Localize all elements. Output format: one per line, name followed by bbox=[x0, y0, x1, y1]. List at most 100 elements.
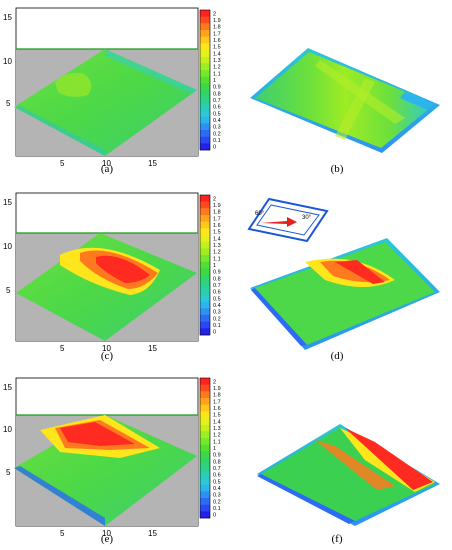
colorbar-swatch bbox=[200, 110, 210, 117]
colorbar-label: 1.8 bbox=[213, 25, 221, 31]
colorbar-label: 1.7 bbox=[213, 216, 221, 222]
colorbar-label: 0.6 bbox=[213, 105, 221, 111]
plot-d bbox=[245, 232, 445, 357]
colorbar-swatch bbox=[200, 261, 210, 269]
colorbar-swatch bbox=[200, 136, 210, 144]
colorbar-1: 2 1.9 1.8 1.7 1.6 1.5 1.4 1.3 1.2 1.1 1 0.9 0.8 0.7 0.… bbox=[199, 8, 235, 158]
field-patch bbox=[96, 255, 150, 283]
colorbar-label: 0.7 bbox=[213, 98, 221, 104]
colorbar-frame bbox=[199, 377, 211, 519]
colorbar-label: 0.9 bbox=[213, 270, 221, 276]
y-tick: 10 bbox=[3, 425, 12, 434]
colorbar-swatch bbox=[200, 301, 210, 309]
y-tick: 15 bbox=[3, 198, 12, 207]
caption-f: (f) bbox=[331, 533, 343, 545]
colorbar-swatch bbox=[200, 248, 210, 256]
colorbar-swatch bbox=[200, 76, 210, 84]
y-tick: 5 bbox=[6, 286, 11, 295]
colorbar-swatch bbox=[200, 215, 210, 222]
colorbar-label: 0.8 bbox=[213, 91, 221, 97]
colorbar-label: 1.3 bbox=[213, 58, 221, 64]
caption-d: (d) bbox=[330, 350, 344, 362]
colorbar-label: 0.8 bbox=[213, 276, 221, 282]
colorbar-label: 1.5 bbox=[213, 413, 221, 419]
colorbar-swatch bbox=[200, 36, 210, 44]
colorbar-svg: 21.91.81.71.61.51.41.31.21.110.90.80.70.… bbox=[199, 377, 221, 519]
colorbar-swatch bbox=[200, 130, 210, 137]
y-tick: 15 bbox=[3, 13, 12, 22]
colorbar-swatch bbox=[200, 491, 210, 499]
colorbar-swatch bbox=[200, 201, 210, 209]
plot-c-svg: 15 10 5 5 10 15 bbox=[3, 192, 199, 353]
colorbar-swatch bbox=[200, 478, 210, 485]
field-band bbox=[335, 260, 385, 284]
colorbar-label: 1.1 bbox=[213, 71, 221, 77]
colorbar-swatch bbox=[200, 143, 210, 151]
x-tick: 10 bbox=[102, 344, 111, 353]
colorbar-frame bbox=[199, 194, 211, 336]
colorbar-swatch bbox=[200, 391, 210, 399]
wind-arrow-icon bbox=[261, 217, 297, 227]
field-patch bbox=[60, 422, 135, 446]
colorbar-label: 1.2 bbox=[213, 65, 221, 71]
colorbar-label: 0 bbox=[213, 145, 216, 151]
colorbar-swatch bbox=[200, 241, 210, 249]
colorbar-label: 1.5 bbox=[213, 230, 221, 236]
colorbar-label: 0.6 bbox=[213, 473, 221, 479]
colorbar-swatch bbox=[200, 384, 210, 392]
colorbar-swatch bbox=[200, 288, 210, 296]
colorbar-label: 0.2 bbox=[213, 316, 221, 322]
colorbar-swatch bbox=[200, 398, 210, 405]
colorbar-swatch bbox=[200, 23, 210, 31]
plot-e-svg: 15 10 5 5 10 15 bbox=[3, 377, 199, 538]
colorbar-label: 0.3 bbox=[213, 125, 221, 131]
colorbar-swatch bbox=[200, 424, 210, 432]
colorbar-swatch bbox=[200, 268, 210, 276]
caption-a: (a) bbox=[100, 163, 114, 175]
colorbar-label: 1.2 bbox=[213, 433, 221, 439]
colorbar-label: 1.9 bbox=[213, 18, 221, 24]
field-edge bbox=[14, 106, 105, 156]
x-tick: 5 bbox=[60, 159, 65, 168]
plot-d-svg bbox=[250, 238, 440, 350]
colorbar-swatch bbox=[200, 498, 210, 505]
colorbar-swatch bbox=[200, 451, 210, 459]
colorbar-label: 0.9 bbox=[213, 85, 221, 91]
colorbar-svg: 21.91.81.71.61.51.41.31.21.110.90.80.70.… bbox=[199, 9, 221, 151]
colorbar-swatch bbox=[200, 444, 210, 452]
colorbar-label: 0 bbox=[213, 330, 216, 336]
colorbar-label: 1.1 bbox=[213, 256, 221, 262]
plot-a-svg: 15 10 5 5 10 15 bbox=[3, 7, 199, 168]
colorbar-label: 0.1 bbox=[213, 506, 221, 512]
colorbar-label: 1 bbox=[213, 78, 216, 84]
colorbar-swatch bbox=[200, 16, 210, 24]
colorbar-swatch bbox=[200, 511, 210, 519]
colorbar-swatch bbox=[200, 328, 210, 336]
surface-field bbox=[255, 52, 435, 148]
colorbar-label: 0.7 bbox=[213, 466, 221, 472]
colorbar-swatch bbox=[200, 275, 210, 282]
field-edge-blue bbox=[14, 466, 105, 526]
colorbar-label: 1 bbox=[213, 263, 216, 269]
colorbar-swatch bbox=[200, 458, 210, 465]
colorbar-label: 1.6 bbox=[213, 223, 221, 229]
caption-b: (b) bbox=[330, 163, 344, 175]
colorbar-label: 1.7 bbox=[213, 31, 221, 37]
colorbar-swatch bbox=[200, 404, 210, 412]
colorbar-label: 0.9 bbox=[213, 453, 221, 459]
colorbar-label: 0.3 bbox=[213, 493, 221, 499]
colorbar-swatch bbox=[200, 56, 210, 64]
colorbar-label: 1.8 bbox=[213, 210, 221, 216]
colorbar-swatch bbox=[200, 43, 210, 51]
colorbar-label: 1.6 bbox=[213, 406, 221, 412]
colorbar-swatch bbox=[200, 96, 210, 104]
plot-f bbox=[245, 420, 445, 530]
colorbar-label: 2 bbox=[213, 196, 216, 202]
plot-f-svg bbox=[257, 424, 440, 526]
colorbar-label: 1.1 bbox=[213, 439, 221, 445]
colorbar-label: 0.4 bbox=[213, 486, 221, 492]
colorbar-swatch bbox=[200, 484, 210, 492]
colorbar-swatch bbox=[200, 255, 210, 262]
field-edge-blue bbox=[251, 288, 307, 346]
inset-inner-outline bbox=[256, 204, 320, 236]
